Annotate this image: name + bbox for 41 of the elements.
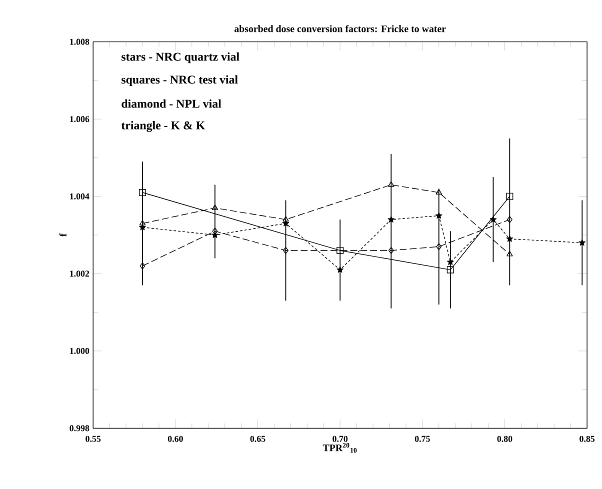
point — [490, 216, 497, 222]
y-tick-label: 1.004 — [70, 193, 90, 200]
point — [212, 204, 218, 210]
x-tick-label: 0.55 — [86, 436, 101, 442]
point — [138, 189, 146, 196]
y-tick-label: 1.006 — [70, 116, 90, 122]
y-tick-label: 1.008 — [70, 38, 90, 45]
annotation: diamond - NPL vial — [122, 99, 222, 108]
point — [140, 262, 146, 270]
point — [388, 181, 394, 187]
point — [436, 212, 442, 219]
point — [506, 216, 512, 224]
x-tick-label: 0.80 — [497, 436, 512, 442]
y-axis-title: f — [59, 233, 66, 237]
point — [139, 220, 146, 226]
point — [446, 266, 454, 274]
annotation: squares - NRC test vial — [122, 75, 238, 86]
y-tick-label: 1.000 — [70, 348, 90, 354]
point — [282, 220, 290, 226]
point — [506, 250, 513, 256]
point — [578, 239, 586, 246]
chart-title: absorbed dose conversion factors: Fricke to water — [234, 25, 446, 32]
point — [436, 243, 442, 250]
x-tick-label: 0.65 — [250, 436, 266, 442]
x-tick-label: 0.60 — [168, 436, 183, 442]
annotation: triangle - K & K — [121, 121, 206, 132]
point — [336, 266, 344, 273]
point — [282, 216, 289, 222]
point — [506, 235, 514, 242]
point — [506, 192, 514, 200]
y-tick-label: 1.002 — [70, 270, 90, 277]
annotation: stars - NRC quartz vial — [122, 52, 240, 64]
point — [336, 246, 344, 254]
x-tick-label: 0.85 — [580, 436, 595, 442]
point — [139, 224, 146, 230]
x-tick-label: 0.70 — [332, 436, 348, 442]
point — [388, 216, 394, 222]
point — [388, 246, 394, 254]
point — [447, 258, 454, 265]
y-tick-label: 0.998 — [70, 425, 90, 432]
x-tick-label: 0.75 — [414, 436, 430, 442]
